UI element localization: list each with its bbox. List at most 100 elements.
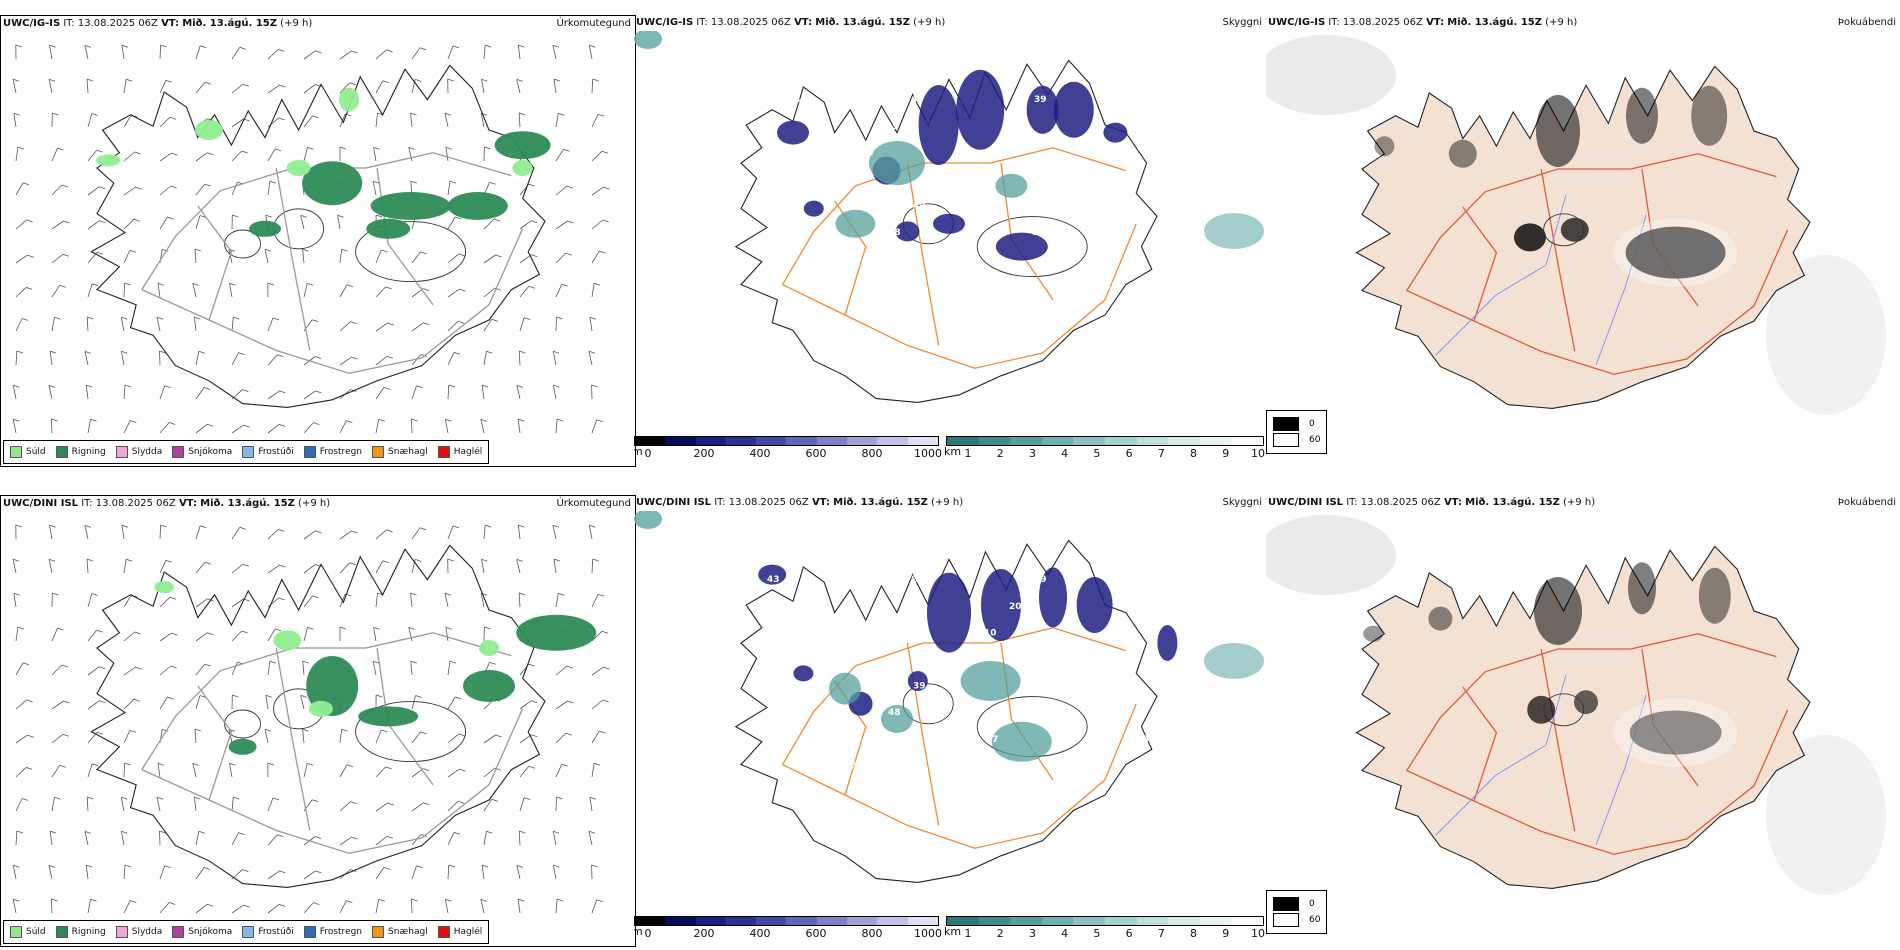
wind-barb-flag — [96, 629, 103, 633]
wind-barb-flag — [566, 665, 573, 669]
wind-barb — [157, 283, 161, 298]
wind-barb-flag — [312, 115, 319, 119]
wind-barb-flag — [485, 524, 492, 528]
wind-barb — [337, 215, 341, 230]
wind-barb-flag — [13, 384, 20, 388]
wind-barb-flag — [339, 146, 347, 150]
rain-area — [463, 670, 515, 702]
colorbar-tick: 6 — [1125, 927, 1133, 940]
wind-barb-flag — [382, 80, 389, 84]
wind-barb-flag — [48, 558, 56, 562]
wind-barb-flag — [423, 802, 430, 806]
wind-barb-flag — [274, 148, 282, 152]
fog-index-panel-dini: UWC/DINI ISL IT: 13.08.2025 06Z VT: Mið.… — [1266, 495, 1900, 945]
colorbar-step — [978, 917, 1011, 925]
wind-barb — [552, 831, 557, 846]
wind-barb-flag — [315, 50, 322, 54]
precip-legend-item: Haglél — [437, 446, 483, 458]
wind-barb — [339, 562, 350, 574]
colorbar-step — [1010, 917, 1042, 925]
visibility-ticks: 1 2 3 4 5 6 7 8 9 10 — [946, 447, 1266, 460]
wind-barb — [519, 734, 532, 744]
wind-barb — [12, 79, 17, 94]
wind-barb — [49, 351, 53, 366]
wind-barb — [123, 420, 131, 434]
fog-haze — [1266, 515, 1396, 595]
wind-barb-flag — [372, 180, 380, 184]
wind-barb-flag — [232, 214, 239, 218]
wind-barb — [123, 762, 125, 778]
wind-barb — [231, 527, 241, 540]
wind-barb — [411, 898, 413, 914]
wind-barb-flag — [592, 78, 599, 82]
wind-barb — [411, 385, 417, 400]
visibility-area — [991, 721, 1052, 762]
wind-barb-flag — [495, 254, 502, 258]
wind-barb — [13, 113, 17, 128]
wind-barb-flag — [279, 564, 286, 568]
wind-barb — [447, 832, 455, 846]
colorbar-tick: 0 — [644, 447, 652, 460]
river-line — [1435, 674, 1567, 836]
cloudbase-value-label: 31 — [1082, 655, 1095, 665]
wind-barb — [447, 801, 459, 812]
wind-barb-flag — [455, 216, 462, 220]
wind-barb — [49, 45, 53, 60]
wind-barb-flag — [124, 384, 132, 388]
wind-barb — [588, 525, 593, 540]
wind-barb-flag — [86, 78, 94, 82]
wind-barb-flag — [565, 252, 573, 256]
road-line — [1540, 648, 1576, 832]
legend-swatch — [303, 446, 316, 458]
cloudbase-value-label: 167 — [959, 175, 978, 185]
wind-barb — [87, 149, 98, 162]
colorbar-step — [1231, 917, 1263, 925]
cloudbase-value-label: 56 — [840, 148, 853, 158]
wind-barb-flag — [17, 146, 25, 150]
legend-label: 60 — [1309, 915, 1321, 925]
wind-barb-flag — [61, 184, 68, 188]
wind-barb-flag — [561, 283, 568, 287]
wind-barb-flag — [484, 626, 491, 630]
wind-barb — [591, 151, 603, 162]
wind-barb — [267, 797, 274, 812]
wind-barb — [84, 831, 89, 846]
wind-barb — [303, 50, 316, 60]
wind-barb — [555, 665, 568, 676]
road-line — [1406, 633, 1777, 771]
wind-barb-flag — [563, 148, 570, 152]
wind-barb-flag — [27, 254, 34, 258]
wind-barb — [15, 147, 19, 162]
wind-barb-flag — [121, 830, 128, 834]
wind-barb-flag — [556, 898, 564, 902]
fog-legend-item: 60 — [1273, 913, 1320, 927]
glacier-outline — [273, 208, 325, 250]
fog-index-area — [1428, 606, 1453, 631]
wind-barb — [300, 695, 305, 710]
wind-barb — [372, 661, 377, 676]
wind-barb — [159, 632, 172, 642]
wind-barb — [192, 283, 197, 298]
wind-barb-flag — [567, 700, 574, 704]
wind-barb — [87, 419, 91, 434]
legend-label: Haglél — [453, 447, 483, 457]
road-line — [1406, 153, 1777, 291]
wind-barb — [411, 527, 421, 540]
precip-legend-item: Slydda — [115, 926, 162, 938]
wind-barb — [195, 695, 201, 710]
legend-label: Súld — [26, 447, 46, 457]
wind-barb-flag — [603, 186, 610, 190]
panel-parameter: Skyggni — [1222, 17, 1262, 28]
low-cloudbase-area — [1026, 85, 1059, 134]
panel-parameter: Úrkomutegund — [556, 498, 631, 509]
cloudbase-value-label: 88 — [888, 228, 901, 238]
wind-barb — [84, 351, 89, 366]
wind-barb-flag — [27, 734, 34, 738]
colorbar-tick: 1 — [964, 927, 972, 940]
colorbar-tick: 1 — [964, 447, 972, 460]
wind-barb-flag — [124, 762, 131, 766]
cloudbase-value-label: 206 — [838, 761, 857, 771]
precip-map — [12, 44, 610, 434]
wind-barb — [517, 525, 521, 540]
wind-barb — [411, 802, 424, 812]
